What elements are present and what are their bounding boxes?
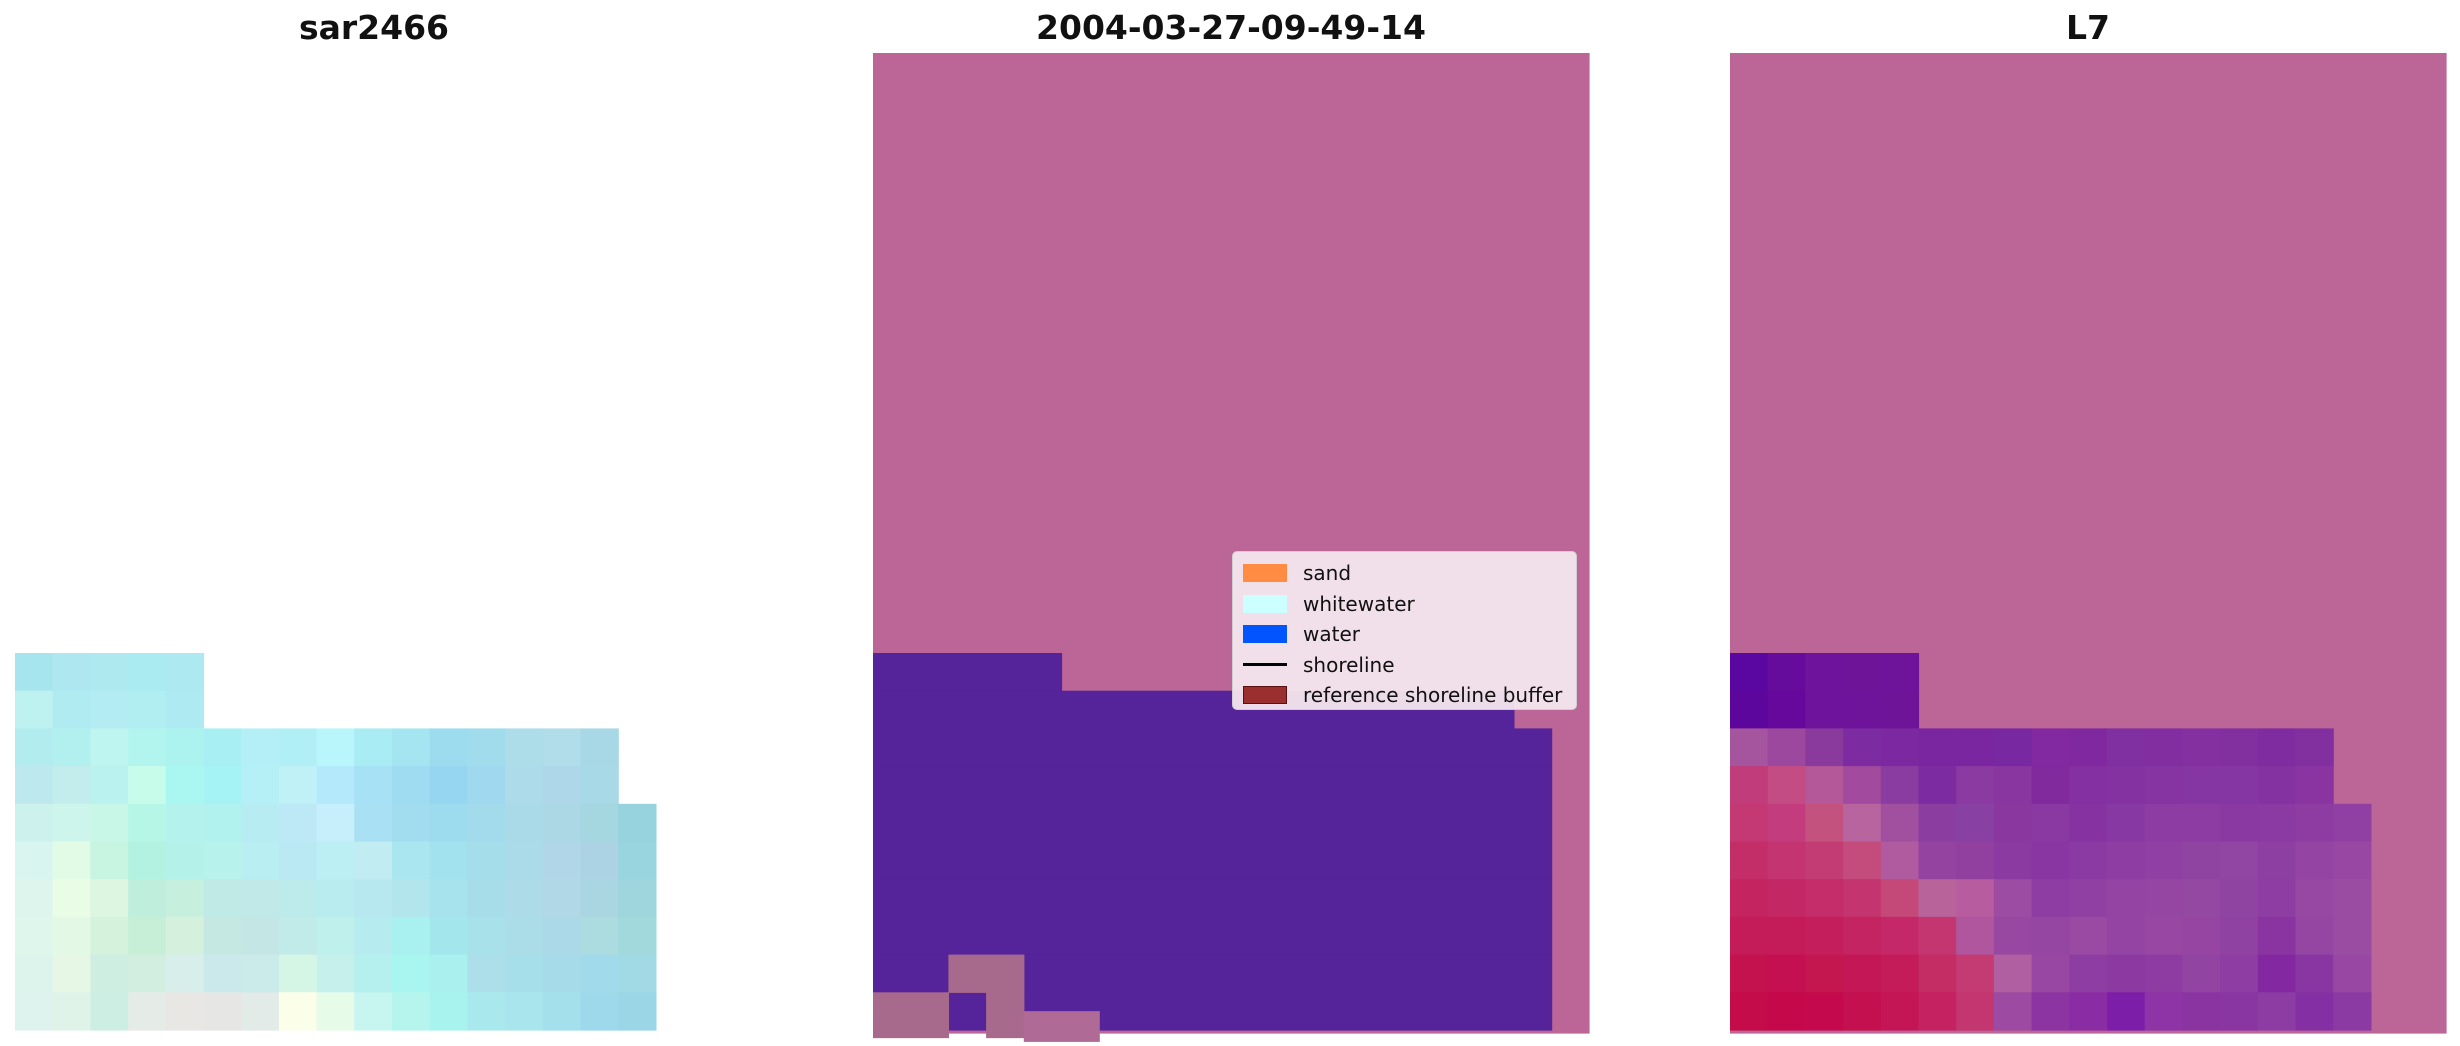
legend-item-whitewater: whitewater [1241,589,1576,620]
legend-label-water: water [1303,622,1360,647]
shoreline-line-swatch [1243,663,1287,667]
classification-legend: sand whitewater water shoreline referenc… [1232,551,1577,710]
panel-title-rgb: sar2466 [298,8,450,47]
legend-item-reference-buffer: reference shoreline buffer [1241,680,1576,711]
overlay-image [1730,53,2447,1034]
water-swatch [1243,625,1287,644]
whitewater-swatch [1243,594,1287,613]
legend-item-water: water [1241,619,1576,650]
rgb-satellite-image [15,653,657,1031]
reference-buffer-swatch [1243,686,1287,705]
legend-item-sand: sand [1241,558,1576,589]
panel-title-overlay: L7 [2066,8,2110,47]
legend-label-sand: sand [1303,561,1352,586]
legend-item-shoreline: shoreline [1241,650,1576,681]
panel-title-classification: 2004-03-27-09-49-14 [1036,8,1426,47]
legend-label-reference-buffer: reference shoreline buffer [1303,683,1563,708]
legend-label-whitewater: whitewater [1303,591,1415,616]
legend-label-shoreline: shoreline [1303,652,1395,677]
classification-image [873,53,1590,1042]
sand-swatch [1243,564,1287,583]
